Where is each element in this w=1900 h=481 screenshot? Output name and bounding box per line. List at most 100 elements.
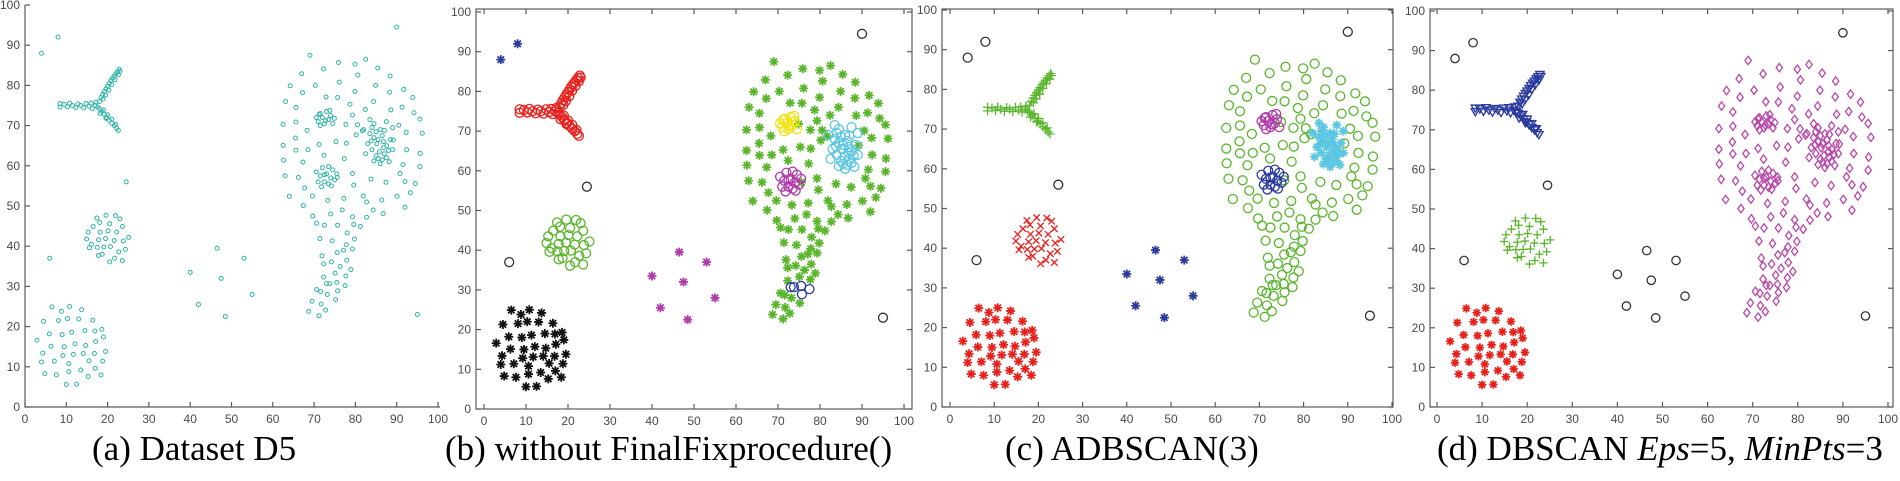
data-point bbox=[1792, 236, 1801, 247]
data-point bbox=[1493, 366, 1503, 375]
data-point bbox=[327, 281, 333, 287]
data-point bbox=[83, 100, 89, 106]
data-point bbox=[1310, 199, 1321, 210]
data-point bbox=[1783, 123, 1792, 134]
x-tick-label: 50 bbox=[225, 412, 239, 426]
data-point bbox=[280, 142, 286, 148]
data-point bbox=[403, 129, 409, 135]
data-point bbox=[1717, 100, 1726, 112]
data-point bbox=[383, 179, 389, 185]
series-6 bbox=[647, 247, 720, 325]
data-point bbox=[1483, 329, 1493, 338]
data-point bbox=[1761, 306, 1770, 317]
data-point bbox=[381, 151, 387, 157]
series-4 bbox=[958, 303, 1041, 390]
y-tick-label: 30 bbox=[458, 283, 472, 297]
data-point bbox=[1050, 225, 1059, 233]
data-point bbox=[117, 68, 123, 74]
data-point bbox=[78, 367, 84, 373]
data-point bbox=[1316, 126, 1326, 136]
data-point bbox=[1831, 91, 1840, 103]
data-point bbox=[1268, 197, 1280, 209]
data-point bbox=[352, 61, 358, 67]
data-point bbox=[780, 302, 790, 312]
data-point bbox=[1650, 313, 1661, 323]
x-tick-label: 10 bbox=[519, 414, 533, 428]
series-7 bbox=[1256, 164, 1289, 195]
data-point bbox=[826, 202, 836, 212]
data-point bbox=[300, 159, 306, 165]
data-point bbox=[797, 252, 807, 262]
data-point bbox=[103, 115, 109, 121]
data-point bbox=[1818, 138, 1827, 149]
data-point bbox=[348, 267, 354, 273]
data-point bbox=[867, 150, 877, 160]
data-point bbox=[790, 185, 801, 196]
data-point bbox=[524, 361, 534, 371]
data-point bbox=[399, 104, 405, 110]
data-point bbox=[1834, 126, 1843, 138]
data-point bbox=[1338, 126, 1348, 136]
data-point bbox=[350, 170, 356, 176]
data-point bbox=[787, 166, 798, 177]
series-3 bbox=[1012, 213, 1065, 268]
data-point bbox=[1788, 266, 1797, 277]
y-tick-label: 50 bbox=[7, 199, 21, 213]
data-point bbox=[317, 173, 323, 179]
data-point bbox=[1830, 160, 1839, 171]
data-point bbox=[402, 178, 408, 184]
series-1 bbox=[504, 28, 889, 323]
data-point bbox=[1498, 104, 1510, 114]
data-point bbox=[1028, 357, 1038, 367]
data-point bbox=[1045, 129, 1055, 139]
data-point bbox=[851, 111, 861, 121]
data-point bbox=[1276, 177, 1287, 188]
data-point bbox=[814, 238, 824, 248]
data-point bbox=[962, 52, 973, 63]
data-point bbox=[93, 99, 99, 105]
data-point bbox=[1780, 247, 1789, 258]
data-point bbox=[534, 317, 544, 327]
data-point bbox=[1002, 315, 1012, 325]
data-point bbox=[1464, 357, 1474, 367]
data-point bbox=[1287, 281, 1298, 293]
data-point bbox=[550, 366, 560, 376]
data-point bbox=[106, 87, 112, 93]
data-point bbox=[1367, 117, 1378, 128]
data-point bbox=[964, 349, 974, 359]
data-point bbox=[1827, 180, 1836, 191]
data-point bbox=[788, 281, 800, 293]
data-point bbox=[840, 129, 851, 141]
data-point bbox=[1513, 253, 1522, 262]
data-point bbox=[1014, 356, 1024, 366]
data-point bbox=[526, 330, 536, 340]
x-tick-label: 90 bbox=[1836, 412, 1850, 426]
data-point bbox=[383, 155, 389, 161]
y-tick-label: 50 bbox=[458, 204, 472, 218]
data-point bbox=[1728, 120, 1737, 132]
data-point bbox=[1520, 119, 1531, 129]
data-point bbox=[300, 90, 306, 96]
data-point bbox=[989, 380, 999, 390]
data-point bbox=[1741, 129, 1749, 140]
data-point bbox=[1309, 108, 1320, 119]
caption-a: (a) Dataset D5 bbox=[92, 429, 297, 468]
data-point bbox=[850, 139, 861, 151]
data-point bbox=[1738, 185, 1747, 197]
data-point bbox=[1361, 111, 1372, 122]
data-point bbox=[305, 147, 311, 153]
data-point bbox=[1782, 282, 1791, 293]
data-point bbox=[373, 129, 379, 135]
data-point bbox=[1776, 81, 1785, 93]
data-point bbox=[99, 326, 105, 332]
data-point bbox=[1751, 286, 1760, 297]
data-point bbox=[369, 147, 375, 153]
data-point bbox=[387, 73, 393, 79]
data-point bbox=[342, 283, 348, 289]
data-point bbox=[360, 193, 366, 199]
data-point bbox=[536, 367, 546, 377]
data-point bbox=[1781, 156, 1790, 168]
data-point bbox=[1834, 148, 1843, 159]
data-point bbox=[1289, 229, 1300, 241]
data-point bbox=[316, 111, 322, 117]
